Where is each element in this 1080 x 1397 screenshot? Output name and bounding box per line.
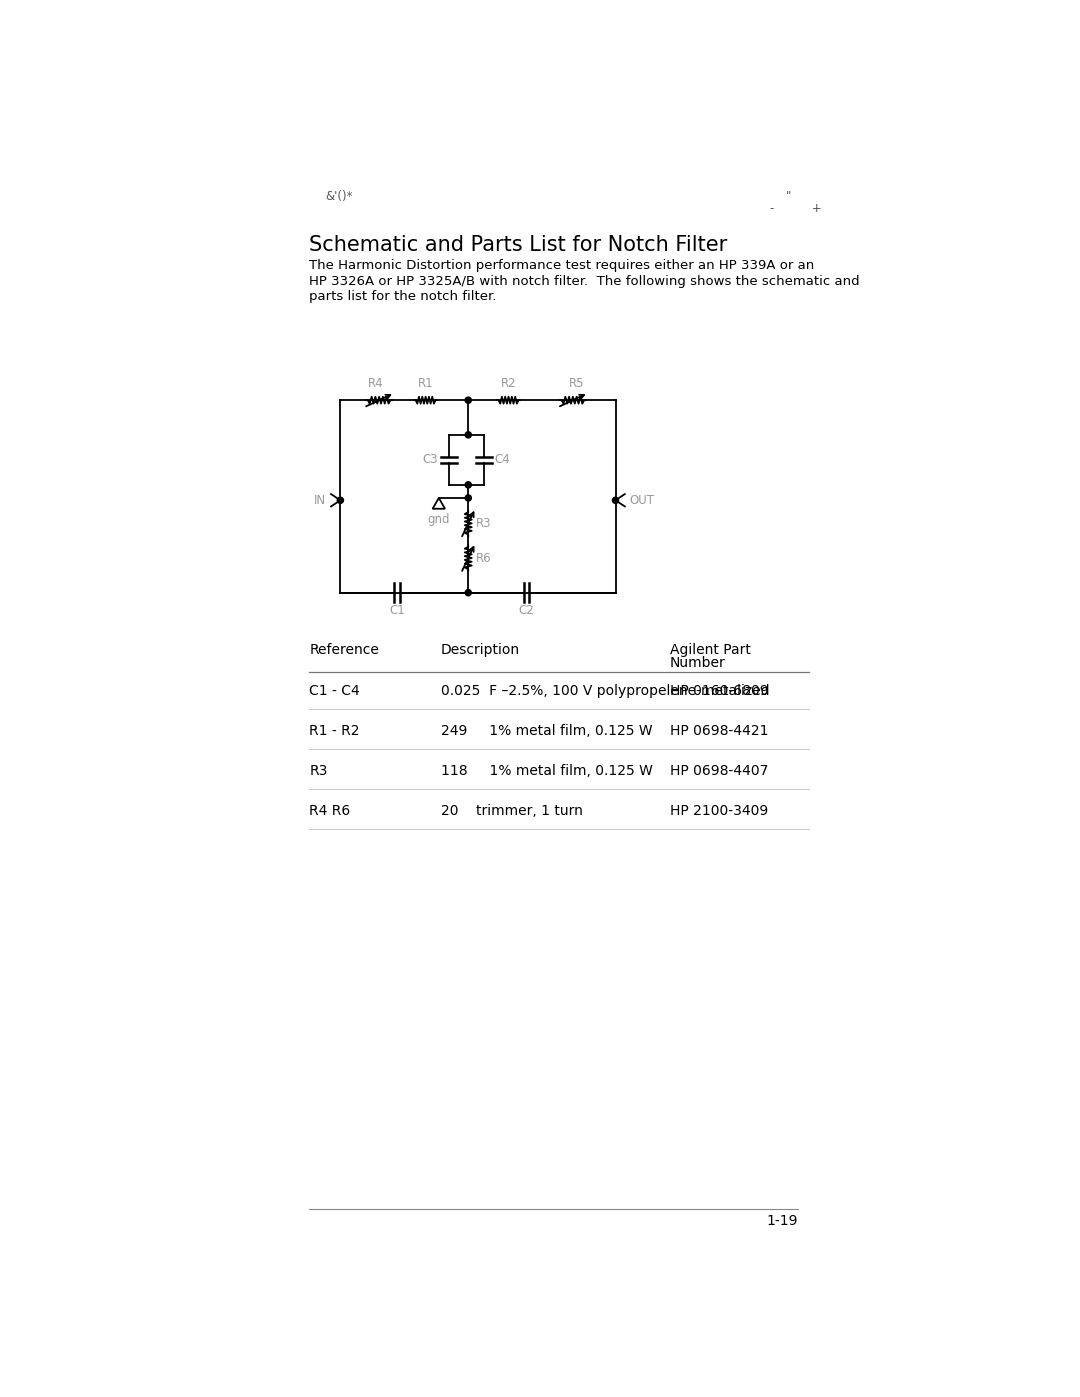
Text: ": " bbox=[786, 190, 792, 203]
Text: &'()*: &'()* bbox=[325, 190, 352, 203]
Text: 0.025  F –2.5%, 100 V polypropelene-metalized: 0.025 F –2.5%, 100 V polypropelene-metal… bbox=[441, 685, 770, 698]
Text: C3: C3 bbox=[422, 454, 438, 467]
Text: 249     1% metal film, 0.125 W: 249 1% metal film, 0.125 W bbox=[441, 725, 652, 739]
Text: HP 0698-4407: HP 0698-4407 bbox=[670, 764, 768, 778]
Text: C1 - C4: C1 - C4 bbox=[309, 685, 360, 698]
Text: R1: R1 bbox=[418, 377, 433, 390]
Text: R2: R2 bbox=[501, 377, 516, 390]
Text: R6: R6 bbox=[476, 552, 491, 564]
Text: C2: C2 bbox=[518, 605, 535, 617]
Text: HP 0160-6809: HP 0160-6809 bbox=[670, 685, 768, 698]
Text: gnd: gnd bbox=[428, 513, 450, 527]
Text: Reference: Reference bbox=[309, 643, 379, 657]
Text: Description: Description bbox=[441, 643, 521, 657]
Text: R3: R3 bbox=[309, 764, 327, 778]
Circle shape bbox=[465, 590, 471, 595]
Text: -          +: - + bbox=[770, 203, 822, 215]
Text: R5: R5 bbox=[569, 377, 584, 390]
Circle shape bbox=[465, 495, 471, 502]
Circle shape bbox=[337, 497, 343, 503]
Text: Schematic and Parts List for Notch Filter: Schematic and Parts List for Notch Filte… bbox=[309, 235, 728, 254]
Circle shape bbox=[465, 482, 471, 488]
Text: R4: R4 bbox=[367, 377, 383, 390]
Text: HP 3326A or HP 3325A/B with notch filter.  The following shows the schematic and: HP 3326A or HP 3325A/B with notch filter… bbox=[309, 275, 860, 288]
Text: 20    trimmer, 1 turn: 20 trimmer, 1 turn bbox=[441, 805, 583, 819]
Text: parts list for the notch filter.: parts list for the notch filter. bbox=[309, 291, 497, 303]
Text: C1: C1 bbox=[389, 605, 405, 617]
Circle shape bbox=[465, 432, 471, 437]
Text: 118     1% metal film, 0.125 W: 118 1% metal film, 0.125 W bbox=[441, 764, 653, 778]
Text: HP 2100-3409: HP 2100-3409 bbox=[670, 805, 768, 819]
Text: R4 R6: R4 R6 bbox=[309, 805, 351, 819]
Text: The Harmonic Distortion performance test requires either an HP 339A or an: The Harmonic Distortion performance test… bbox=[309, 260, 814, 272]
Circle shape bbox=[465, 397, 471, 404]
Text: IN: IN bbox=[314, 493, 326, 507]
Text: C4: C4 bbox=[495, 454, 511, 467]
Text: Number: Number bbox=[670, 655, 726, 669]
Text: 1-19: 1-19 bbox=[766, 1214, 798, 1228]
Text: R1 - R2: R1 - R2 bbox=[309, 725, 360, 739]
Circle shape bbox=[612, 497, 619, 503]
Text: Agilent Part: Agilent Part bbox=[670, 643, 751, 657]
Text: HP 0698-4421: HP 0698-4421 bbox=[670, 725, 768, 739]
Text: OUT: OUT bbox=[630, 493, 654, 507]
Text: R3: R3 bbox=[476, 517, 491, 529]
